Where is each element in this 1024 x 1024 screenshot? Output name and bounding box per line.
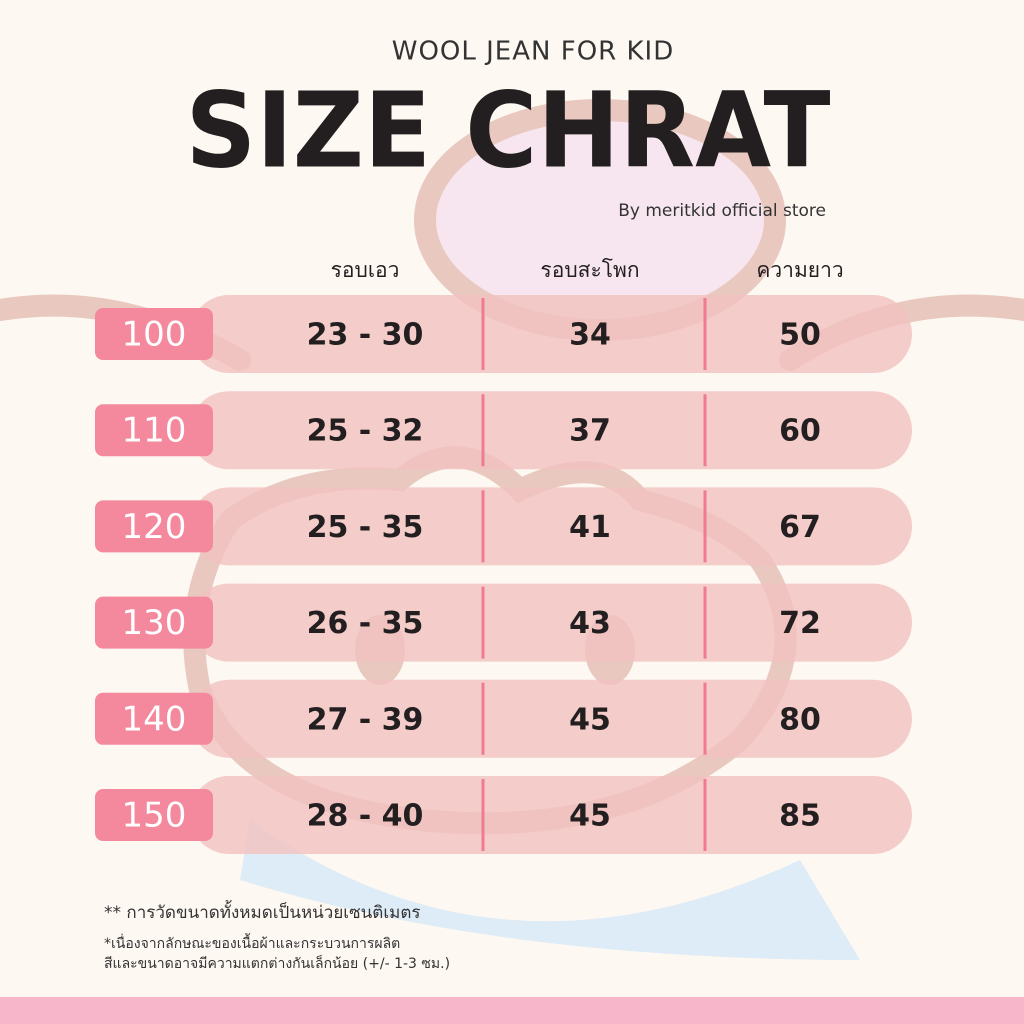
byline: By meritkid official store <box>618 201 826 221</box>
size-tag <box>95 789 213 841</box>
row-background <box>190 295 912 373</box>
cell: 45 <box>569 799 611 834</box>
row-background <box>190 776 912 854</box>
cell: 41 <box>569 510 611 545</box>
row-background <box>190 391 912 470</box>
cell: 34 <box>569 318 611 353</box>
cell: 28 - 40 <box>307 799 424 834</box>
size-label: 100 <box>122 315 187 355</box>
cell: 26 - 35 <box>307 606 424 641</box>
cell: 45 <box>569 702 611 737</box>
size-tag <box>95 596 213 649</box>
scarf <box>240 820 860 960</box>
cell: 25 - 32 <box>307 414 424 449</box>
column-header: ความยาว <box>756 258 843 282</box>
cell: 25 - 35 <box>307 510 424 545</box>
cell: 80 <box>779 702 821 737</box>
size-label: 130 <box>122 603 187 643</box>
size-tag <box>95 404 213 457</box>
size-table: รอบเอว รอบสะโพก ความยาว 100 23 - 30 34 50 110 25… <box>95 258 912 854</box>
size-label: 150 <box>122 796 187 836</box>
note: *เนื่องจากลักษณะของเนื้อผ้าและกระบวนการผ… <box>104 933 400 952</box>
cell: 67 <box>779 510 821 545</box>
size-tag <box>95 692 213 745</box>
column-header: รอบสะโพก <box>540 258 639 282</box>
note: ** การวัดขนาดทั้งหมดเป็นหน่วยเซนติเมตร <box>104 900 421 923</box>
footer-band <box>0 997 1024 1024</box>
cell: 60 <box>779 414 821 449</box>
size-tag <box>95 500 213 553</box>
size-tag <box>95 308 213 360</box>
subtitle: WOOL JEAN FOR KID <box>392 37 674 67</box>
size-label: 140 <box>122 699 187 739</box>
title: SIZE CHRAT <box>186 69 831 191</box>
column-header: รอบเอว <box>331 258 400 282</box>
row-background <box>190 487 912 566</box>
cell: 37 <box>569 414 611 449</box>
cell: 23 - 30 <box>307 318 424 353</box>
note: สีและขนาดอาจมีความแตกต่างกันเล็กน้อย (+/… <box>104 954 450 972</box>
cell: 43 <box>569 606 611 641</box>
cell: 50 <box>779 318 821 353</box>
row-background <box>190 583 912 662</box>
cell: 27 - 39 <box>307 702 424 737</box>
cell: 72 <box>779 606 821 641</box>
row-background <box>190 679 912 758</box>
size-label: 120 <box>122 507 187 547</box>
size-label: 110 <box>122 411 187 451</box>
cell: 85 <box>779 799 821 834</box>
